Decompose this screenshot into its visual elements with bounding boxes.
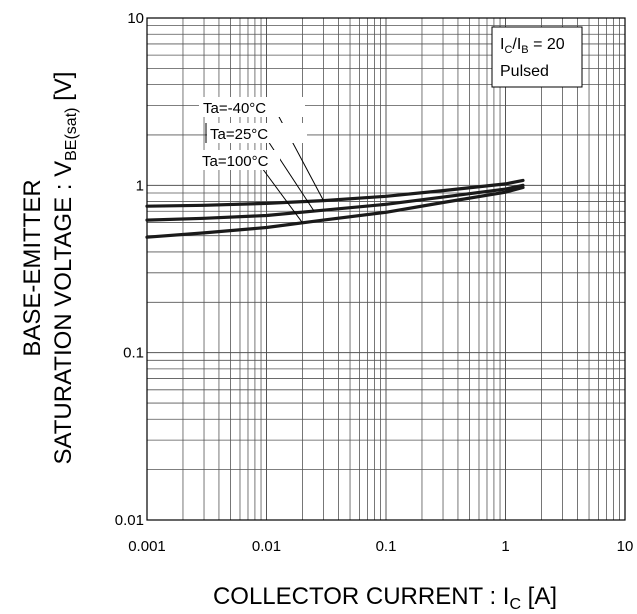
y-tick-label-3: 10 xyxy=(127,10,144,27)
series-label-bg-2 xyxy=(207,123,307,143)
x-tick-label-3: 1 xyxy=(501,538,509,555)
x-tick-label-0: 0.001 xyxy=(128,538,166,555)
conditions-box: IC/IB = 20 Pulsed xyxy=(491,26,583,88)
y-tick-label-2: 1 xyxy=(136,177,144,194)
series-layer xyxy=(145,178,525,239)
series-labels: Ta=-40°C Ta=25°C Ta=100°C xyxy=(198,97,307,170)
tick-labels: 0.001 0.01 0.1 1 10 0.01 0.1 1 10 xyxy=(115,10,634,555)
conditions-mode: Pulsed xyxy=(500,63,549,80)
series-line-1 xyxy=(145,178,525,208)
series-line-2 xyxy=(145,183,525,222)
x-tick-label-2: 0.1 xyxy=(376,538,397,555)
series-label-bg-1 xyxy=(199,97,305,117)
series-label-bg-3 xyxy=(198,150,280,170)
y-tick-label-0: 0.01 xyxy=(115,512,144,529)
conditions-ratio: IC/IB = 20 xyxy=(500,36,565,56)
leader-line-3 xyxy=(261,167,303,224)
series-label-ta-100: Ta=100°C xyxy=(202,153,269,170)
series-label-ta-minus40: Ta=-40°C xyxy=(203,100,266,117)
series-line-3 xyxy=(145,185,525,239)
y-axis-title-line2: SATURATION VOLTAGE : VBE(sat) [V] xyxy=(50,72,80,465)
x-tick-label-1: 0.01 xyxy=(252,538,281,555)
x-tick-label-4: 10 xyxy=(617,538,634,555)
plot-frame xyxy=(146,17,626,521)
grid-layer xyxy=(147,18,625,520)
y-tick-label-1: 0.1 xyxy=(123,345,144,362)
series-label-ta-25: Ta=25°C xyxy=(210,126,268,143)
y-axis-title-line1: BASE-EMITTER xyxy=(19,179,46,356)
x-axis-title: COLLECTOR CURRENT : IC [A] xyxy=(213,583,557,613)
plot-border xyxy=(146,17,626,521)
conditions-box-border xyxy=(491,26,583,88)
